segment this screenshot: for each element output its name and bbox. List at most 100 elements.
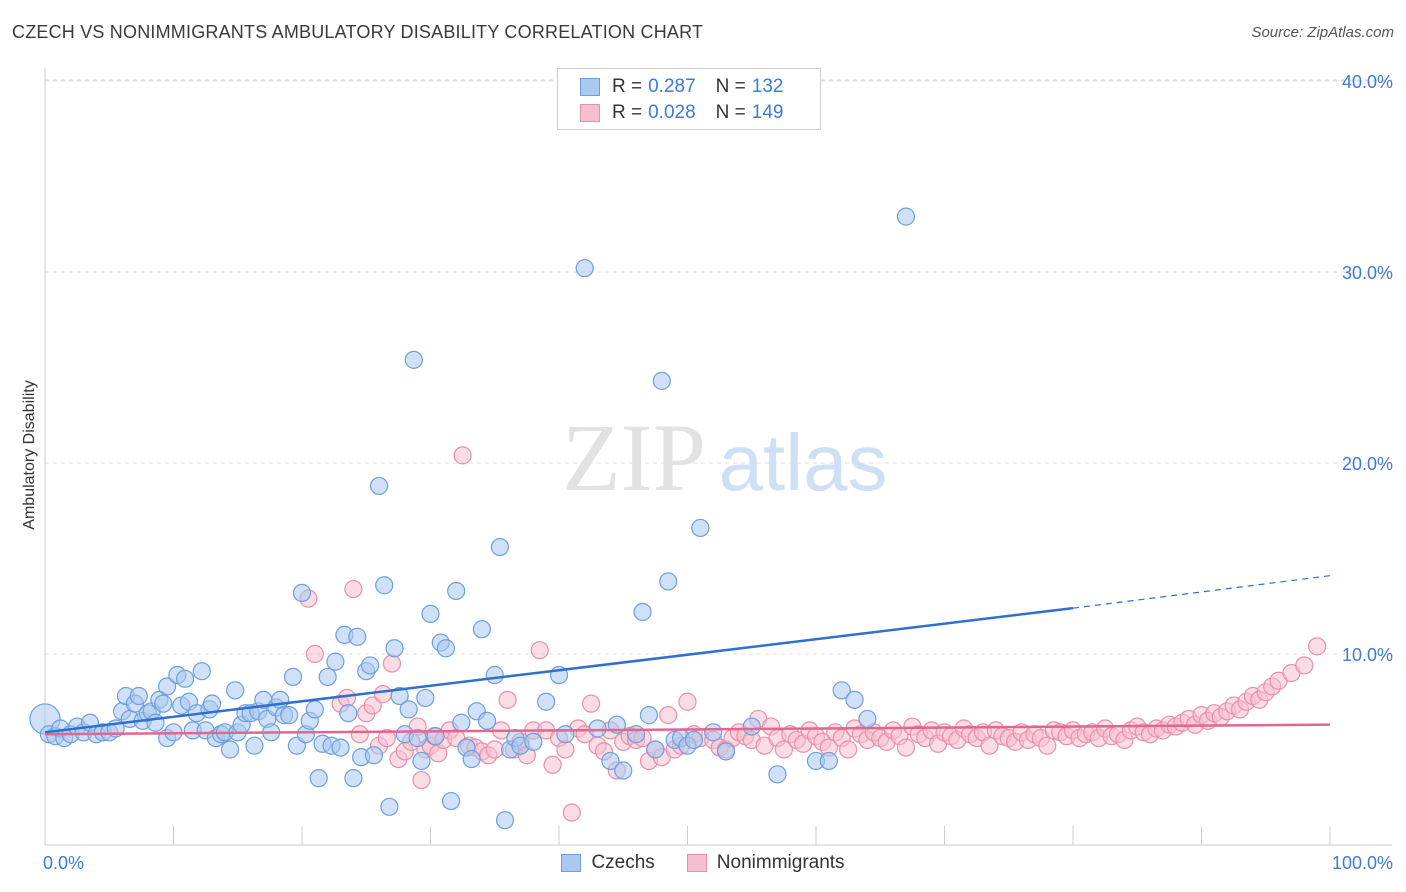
x-tick-labels: 0.0% 100.0% — [43, 853, 1393, 873]
trend-lines — [44, 575, 1331, 736]
czechs-point — [226, 681, 245, 700]
czechs-point — [412, 751, 431, 771]
watermark-zip: ZIP — [562, 404, 706, 511]
czechs-point — [626, 725, 646, 744]
nonimmigrants-point — [980, 736, 999, 755]
czechs-point — [436, 639, 456, 658]
czechs-point — [858, 709, 877, 729]
czechs-point — [175, 669, 195, 688]
nonimmigrants-point — [350, 725, 369, 744]
czechs-point — [832, 681, 851, 700]
nonimmigrants-n-label: N = — [715, 102, 746, 123]
czechs-point — [364, 746, 384, 765]
czechs-point — [202, 694, 222, 713]
x-tick-label: 100.0% — [1332, 853, 1393, 873]
watermark: ZIP atlas — [562, 404, 887, 511]
legend-item-czechs: Czechs — [561, 852, 655, 874]
czechs-point — [129, 686, 148, 706]
czechs-point — [441, 791, 461, 811]
nonimmigrants-point — [373, 685, 393, 704]
czechs-point — [601, 751, 620, 771]
nonimmigrants-point — [659, 706, 678, 725]
czechs-point — [375, 576, 394, 595]
czechs-point — [768, 765, 787, 784]
czechs-point — [462, 749, 481, 769]
nonimmigrants-trend-line — [44, 723, 1331, 736]
chart-title: CZECH VS NONIMMIGRANTS AMBULATORY DISABI… — [12, 22, 704, 42]
czechs-point — [716, 742, 736, 761]
czechs-r-value: 0.287 — [648, 76, 696, 97]
czechs-point — [556, 725, 575, 744]
nonimmigrants-point — [678, 692, 697, 711]
grid-lines — [45, 79, 1392, 655]
nonimmigrants-point — [1038, 736, 1057, 755]
czechs-point — [318, 667, 337, 687]
nonimmigrants-point — [556, 740, 575, 759]
nonimmigrants-point — [1295, 656, 1314, 675]
czechs-point — [742, 717, 761, 736]
czechs-point — [472, 620, 491, 639]
czechs-n-label: N = — [715, 76, 746, 97]
czechs-trend-extension — [1072, 575, 1331, 609]
czechs-point — [633, 602, 652, 622]
czechs-point — [452, 713, 471, 732]
y-tick-label: 30.0% — [1342, 263, 1393, 283]
nonimmigrants-point — [305, 644, 324, 664]
nonimmigrants-legend-swatch — [686, 854, 707, 872]
czechs-point — [447, 581, 466, 601]
czechs-point — [280, 706, 299, 725]
czechs-trend-line — [44, 606, 1074, 734]
czechs-point — [652, 371, 671, 390]
nonimmigrants-point — [485, 740, 504, 759]
nonimmigrants-point — [363, 696, 382, 715]
czechs-point — [524, 732, 543, 751]
source-credit: Source: ZipAtlas.com — [1251, 24, 1394, 41]
czechs-point — [416, 688, 435, 708]
nonimmigrants-point — [453, 446, 472, 465]
czechs-point — [361, 656, 380, 675]
nonimmigrants-point — [337, 688, 357, 708]
y-tick-label: 40.0% — [1342, 72, 1393, 92]
y-tick-label: 10.0% — [1342, 645, 1393, 665]
legend-row-nonimmigrants: R = 0.028 N = 149 — [580, 101, 803, 125]
czechs-point — [146, 713, 165, 732]
x-tick-label: 0.0% — [43, 853, 84, 873]
czechs-point — [326, 652, 345, 671]
czechs-point — [399, 700, 418, 719]
nonimmigrants-point — [896, 738, 916, 757]
stats-legend: R = 0.287 N = 132 R = 0.028 N = 149 — [557, 68, 821, 130]
nonimmigrants-point — [543, 755, 562, 774]
czechs-point — [646, 740, 665, 759]
y-tick-label: 20.0% — [1342, 454, 1393, 474]
czechs-point — [575, 259, 594, 278]
czechs-point — [421, 604, 440, 623]
czechs-point — [704, 723, 723, 742]
czechs-point — [684, 730, 704, 750]
czechs-point — [348, 627, 367, 646]
czechs-point — [339, 704, 358, 723]
czechs-point — [845, 690, 864, 709]
czechs-point — [245, 736, 264, 755]
legend-item-nonimmigrants: Nonimmigrants — [686, 852, 845, 874]
watermark-atlas: atlas — [719, 418, 888, 507]
czechs-point — [485, 665, 504, 685]
czechs-point — [220, 740, 240, 759]
czechs-legend-swatch — [561, 854, 582, 872]
czechs-point — [380, 797, 399, 816]
czechs-point — [385, 639, 404, 658]
czechs-point — [408, 728, 427, 748]
czechs-point — [404, 350, 423, 369]
nonimmigrants-point — [377, 728, 396, 748]
nonimmigrants-point — [774, 740, 793, 759]
czechs-swatch — [580, 78, 600, 96]
czechs-point — [896, 207, 916, 226]
series-legend: Czechs Nonimmigrants — [0, 852, 1406, 874]
czechs-point — [588, 719, 607, 738]
czechs-point — [659, 572, 678, 591]
czechs-point — [537, 692, 556, 711]
czechs-point — [309, 769, 328, 788]
czechs-point — [283, 667, 303, 687]
nonimmigrants-point — [412, 770, 431, 790]
czechs-point — [305, 700, 324, 719]
